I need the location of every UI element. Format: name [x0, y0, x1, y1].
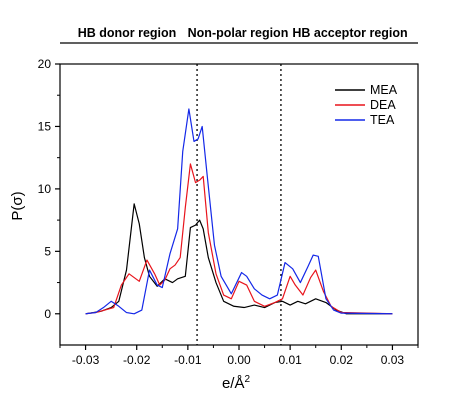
x-tick-label: -0.01	[174, 353, 202, 367]
y-axis-title: P(σ)	[9, 191, 26, 220]
x-axis-title-superscript: 2	[244, 374, 250, 385]
x-tick-label: 0.01	[278, 353, 302, 367]
legend-label-tea: TEA	[370, 113, 395, 127]
series-line-dea	[85, 163, 393, 315]
x-tick-label: -0.03	[72, 353, 100, 367]
y-tick-label: 10	[38, 182, 52, 196]
region-label-non-polar: Non-polar region	[188, 26, 289, 40]
region-label-hb-acceptor: HB acceptor region	[292, 26, 407, 40]
region-dividers	[196, 64, 282, 345]
y-axis-ticks: 0 5 10 15 20	[38, 57, 60, 321]
x-tick-label: 0.00	[227, 353, 251, 367]
x-axis-ticks: -0.03 -0.02 -0.01 0.00 0.01 0.02 0.03	[59, 345, 419, 367]
x-tick-label: 0.03	[381, 353, 405, 367]
x-axis-title-base: e/Å	[222, 375, 245, 392]
y-tick-label: 15	[38, 119, 52, 133]
x-axis-title: e/Å2	[222, 374, 251, 392]
y-tick-label: 0	[44, 307, 51, 321]
region-label-hb-donor: HB donor region	[78, 26, 177, 40]
legend-label-dea: DEA	[370, 98, 396, 112]
series-line-tea	[85, 108, 393, 315]
y-tick-label: 20	[38, 57, 52, 71]
x-tick-label: 0.02	[330, 353, 354, 367]
series-lines	[85, 108, 393, 315]
legend-label-mea: MEA	[370, 83, 398, 97]
y-tick-label: 5	[44, 244, 51, 258]
series-line-mea	[85, 203, 393, 315]
x-tick-label: -0.02	[123, 353, 151, 367]
